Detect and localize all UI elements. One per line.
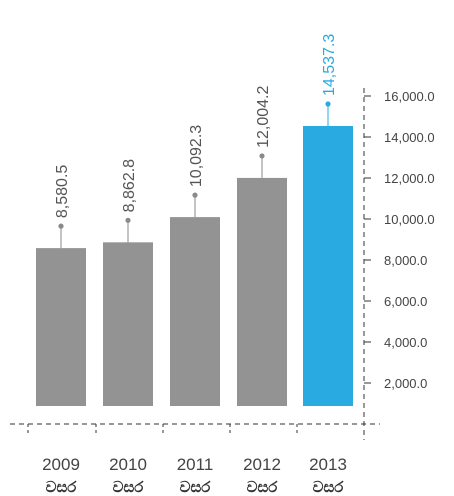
data-label-2011: 10,092.3	[188, 125, 205, 187]
x-tick-label: 2011	[177, 455, 214, 474]
bar-2010	[103, 242, 153, 406]
y-tick-label: 12,000.0	[384, 171, 435, 186]
value-leader-dot	[125, 217, 131, 223]
data-label-2009: 8,580.5	[54, 165, 71, 218]
category-label-layer: 2009 වසර 2010 වසර 2011 වසර 2012 වසර 2013 වසර	[42, 455, 347, 496]
value-leader-dot	[58, 223, 64, 229]
bar-2009	[36, 248, 86, 406]
bar-2011	[170, 217, 220, 406]
bar-layer: 8,580.5 8,862.8 10,092.3 12,004.2 14,537.3	[36, 34, 353, 406]
data-label-2012: 12,004.2	[255, 86, 272, 148]
y-tick-label: 4,000.0	[384, 335, 427, 350]
x-unit-label: වසර	[247, 478, 279, 496]
value-leader-dot	[192, 192, 198, 198]
x-tick-label: 2009	[42, 455, 80, 474]
bar-2013	[303, 125, 353, 406]
x-unit-label: වසර	[113, 478, 145, 496]
bar-2012	[237, 177, 287, 406]
data-label-2013: 14,537.3	[321, 34, 338, 96]
x-tick-label: 2012	[243, 455, 281, 474]
y-tick-label: 6,000.0	[384, 294, 427, 309]
data-label-2010: 8,862.8	[121, 159, 138, 212]
y-tick-label: 2,000.0	[384, 376, 427, 391]
y-tick-label: 10,000.0	[384, 212, 435, 227]
value-leader-dot	[259, 153, 265, 159]
value-leader-dot	[325, 101, 331, 107]
y-tick-layer: 2,000.0 4,000.0 6,000.0 8,000.0 10,000.0 12,0…	[364, 89, 435, 391]
x-tick-label: 2010	[109, 455, 147, 474]
axis-layer	[10, 88, 380, 440]
x-unit-label: වසර	[313, 478, 345, 496]
y-tick-label: 8,000.0	[384, 253, 427, 268]
x-unit-label: වසර	[180, 478, 212, 496]
x-tick-label: 2013	[309, 455, 347, 474]
y-tick-label: 14,000.0	[384, 130, 435, 145]
x-unit-label: වසර	[46, 478, 78, 496]
y-tick-label: 16,000.0	[384, 89, 435, 104]
